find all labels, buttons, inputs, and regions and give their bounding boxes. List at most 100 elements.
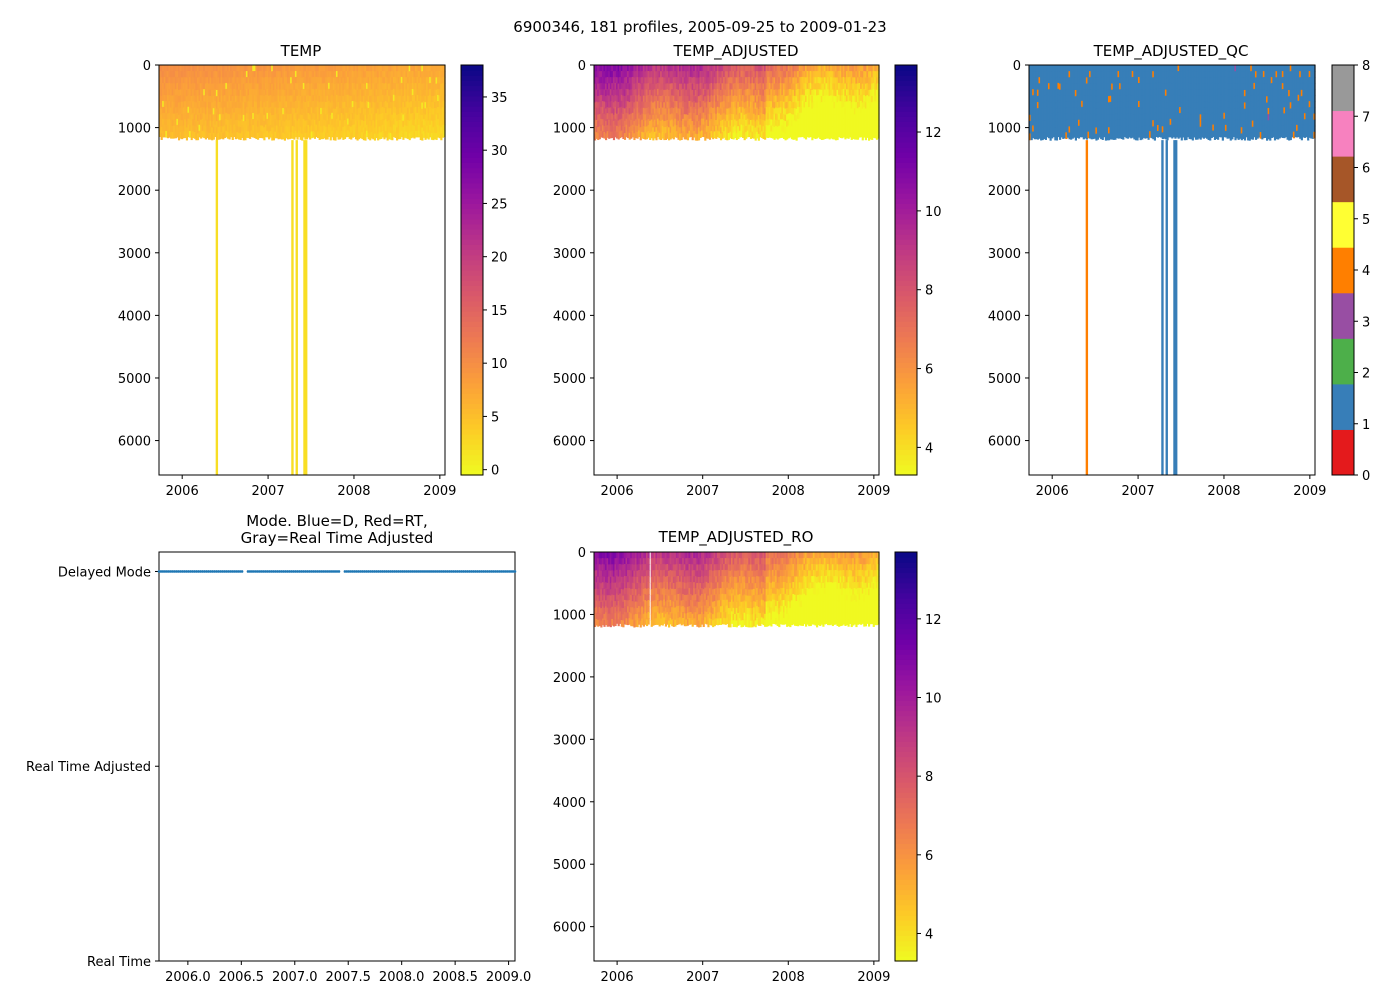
adj-y-tick-label: 1000	[553, 122, 586, 137]
adj-cell	[867, 102, 871, 110]
adj-cell	[694, 65, 697, 72]
temp-colorbar-segment	[461, 218, 483, 225]
adj-cell	[782, 83, 786, 91]
adj-cell	[729, 131, 732, 139]
temp-y-tick-label: 5000	[118, 372, 151, 387]
qc-cell	[1041, 77, 1044, 85]
temp-cell	[372, 71, 375, 78]
adj-cell	[789, 100, 792, 108]
temp-cell	[402, 77, 405, 85]
adj-cell	[749, 71, 753, 78]
temp-cell	[405, 101, 408, 109]
adj-cell	[669, 126, 672, 134]
temp-cell	[421, 133, 424, 141]
temp-cell	[396, 121, 399, 128]
qc-cell	[1062, 126, 1065, 133]
temp-cell	[247, 113, 250, 120]
adj-cell	[653, 107, 656, 115]
temp-cell	[166, 113, 170, 121]
temp-cell	[369, 108, 372, 116]
temp-cell	[389, 132, 392, 140]
adj-cell	[809, 130, 812, 138]
temp-cell	[201, 82, 204, 90]
adj-cell	[825, 95, 828, 103]
adj-cell	[653, 89, 656, 96]
temp-cell	[440, 65, 443, 72]
temp-cell	[201, 118, 204, 126]
adj-cell	[792, 83, 795, 91]
adj-cell	[628, 89, 631, 97]
adj-cell	[669, 120, 672, 128]
temp-cell	[422, 71, 426, 78]
adj-cell	[822, 71, 825, 78]
adj-cell	[727, 114, 731, 122]
adj-cell	[779, 131, 782, 138]
qc-cell	[1032, 71, 1035, 78]
temp-cell	[166, 83, 170, 90]
qc-cell	[1040, 71, 1043, 79]
temp-cell	[410, 65, 413, 72]
adj-cell	[718, 125, 721, 133]
temp-cell	[378, 77, 381, 85]
temp-cell	[250, 94, 253, 102]
adj-cell	[641, 125, 644, 133]
temp-cell	[441, 65, 445, 72]
adj-cell	[702, 106, 705, 114]
temp-cell	[222, 95, 225, 103]
adj-cell	[871, 102, 874, 109]
adj-cell	[653, 95, 656, 103]
temp-cell	[320, 126, 323, 134]
adj-cell	[759, 124, 762, 132]
temp-cell	[328, 65, 331, 72]
temp-cell	[184, 113, 187, 120]
adj-cell	[852, 132, 855, 139]
temp-cell	[403, 89, 407, 96]
temp-cell	[315, 88, 318, 96]
adj-cell	[686, 65, 690, 72]
qc-cell	[1043, 65, 1046, 72]
adj-cell	[834, 71, 838, 79]
adj-cell	[814, 71, 817, 78]
temp-cell	[282, 114, 285, 121]
qc-cell	[1036, 77, 1040, 85]
adj-cell	[811, 127, 814, 135]
adj-cell	[712, 77, 715, 84]
temp-cell	[252, 112, 255, 120]
temp-cell	[163, 65, 166, 72]
temp-colorbar-segment	[461, 193, 483, 199]
adj-cell	[620, 65, 623, 72]
temp-cell	[294, 88, 298, 96]
adj-cell	[831, 120, 834, 128]
temp-cell	[170, 95, 173, 103]
temp-cell	[422, 101, 426, 108]
temp-cell	[321, 101, 324, 109]
temp-cell	[432, 96, 435, 103]
temp-cell	[414, 124, 418, 132]
adj-colorbar-tick-label: 12	[925, 126, 942, 141]
adj-cell	[748, 112, 751, 120]
temp-cell	[296, 132, 299, 140]
adj-cell	[760, 89, 764, 96]
temp-cell	[253, 71, 256, 78]
temp-cell	[342, 71, 345, 78]
adj-cell	[644, 126, 647, 134]
temp-cell	[271, 121, 274, 129]
adj-cell	[764, 77, 767, 85]
temp-cell	[372, 120, 375, 128]
temp-y-tick-label: 2000	[118, 184, 151, 199]
adj-cell	[727, 95, 731, 103]
adj-colorbar-segment	[895, 413, 917, 420]
temp-cell	[190, 77, 193, 85]
adj-cell	[827, 65, 830, 72]
adj-cell	[683, 126, 686, 134]
qc-cell	[1033, 114, 1036, 121]
temp-cell	[411, 71, 414, 78]
temp-cell	[234, 126, 238, 134]
temp-cell	[165, 106, 168, 114]
adj-cell	[845, 119, 849, 127]
adj-cell	[852, 120, 855, 127]
adj-cell	[623, 108, 627, 116]
adj-cell	[645, 114, 649, 121]
temp-cell	[358, 77, 361, 84]
adj-cell	[600, 70, 603, 78]
